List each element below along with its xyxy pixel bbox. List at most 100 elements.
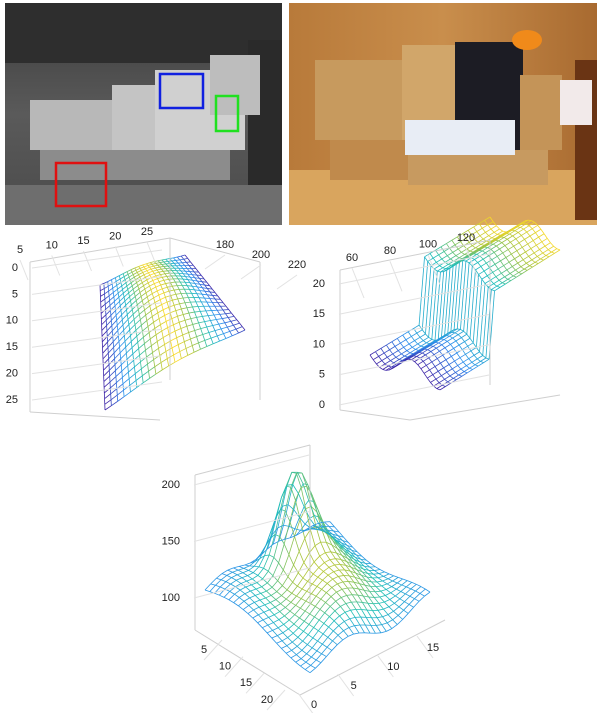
mesh-edge [351, 602, 356, 609]
mesh-edge [435, 272, 440, 340]
mesh-edge [272, 638, 277, 643]
mesh-edge [183, 335, 185, 342]
mesh-edge [233, 568, 238, 570]
mesh-edge [475, 259, 478, 262]
mesh-edge [179, 289, 181, 293]
mesh-edge [294, 624, 299, 628]
mesh-edge [381, 345, 386, 348]
mesh-edge [505, 246, 508, 250]
mesh-edge [393, 581, 398, 583]
mesh-edge [120, 347, 126, 353]
mesh-edge [175, 329, 181, 332]
mesh-edge [453, 338, 456, 341]
mesh-edge [285, 611, 291, 616]
mesh-edge [282, 577, 288, 586]
mesh-edge [131, 268, 135, 270]
mesh-edge [269, 555, 274, 557]
mesh-edge [105, 301, 109, 305]
mesh-edge [153, 353, 154, 360]
mesh-edge [291, 596, 297, 602]
mesh-edge [143, 333, 149, 338]
mesh-edge [223, 310, 226, 314]
mesh-edge [393, 620, 398, 625]
mesh-edge [404, 344, 409, 347]
mesh-edge [280, 607, 286, 611]
mesh-edge [243, 605, 249, 609]
mesh-edge [138, 337, 144, 342]
mesh-edge [323, 571, 328, 575]
mesh-edge [220, 299, 223, 302]
mesh-edge [286, 653, 291, 658]
mesh-edge [439, 343, 442, 345]
mesh-edge [164, 279, 169, 280]
mesh-edge [202, 316, 204, 321]
mesh-edge [163, 334, 169, 337]
mesh-edge [153, 279, 158, 281]
mesh-edge [378, 578, 383, 581]
mesh-edge [273, 630, 278, 635]
mesh-edge [467, 369, 472, 372]
mesh-edge [330, 560, 335, 565]
mesh-edge [129, 275, 133, 277]
mesh-edge [293, 484, 299, 493]
mesh-edge [494, 229, 499, 232]
mesh-edge [527, 267, 532, 270]
mesh-edge [524, 226, 529, 229]
mesh-edge [159, 271, 163, 272]
mesh-edge [145, 289, 146, 293]
mesh-edge [360, 625, 365, 633]
mesh-edge [316, 654, 321, 660]
mesh-edge [427, 375, 432, 378]
mesh-edge [149, 371, 150, 378]
mesh-edge [145, 350, 146, 357]
mesh-edge [421, 587, 426, 590]
mesh-edge [312, 641, 317, 648]
mesh-edge [448, 265, 453, 333]
mesh-edge [136, 268, 140, 270]
mesh-edge [386, 345, 389, 350]
mesh-edge [375, 591, 381, 592]
mesh-edge [120, 341, 125, 347]
mesh-edge [296, 589, 302, 596]
mesh-edge [284, 521, 290, 544]
mesh-edge [535, 233, 538, 238]
x-tick-label: 15 [77, 235, 89, 247]
mesh-edge [229, 310, 232, 313]
mesh-edge [244, 566, 250, 568]
mesh-edge [402, 585, 407, 587]
mesh-edge [124, 385, 130, 390]
mesh-edge [295, 536, 300, 551]
mesh-edge [403, 579, 408, 581]
mesh-edge [350, 617, 355, 618]
mesh-edge [529, 256, 532, 260]
mesh-edge [120, 353, 121, 359]
mesh-edge [118, 293, 119, 297]
mesh-edge [349, 626, 354, 628]
mesh-edge [258, 575, 263, 578]
mesh-edge [174, 305, 176, 310]
mesh-edge [133, 286, 138, 289]
mesh-edge [268, 571, 273, 575]
mesh-edge [134, 360, 135, 367]
mesh-edge [512, 266, 515, 270]
mesh-edge [110, 377, 116, 382]
mesh-edge [398, 610, 403, 615]
mesh-edge [303, 624, 309, 631]
mesh-edge [307, 645, 312, 648]
mesh-edge [262, 587, 267, 591]
mesh-edge [214, 315, 216, 320]
mesh-edge [474, 355, 477, 359]
y-tick-label: 10 [387, 661, 399, 673]
mesh-edge [376, 587, 381, 592]
mesh-edge [306, 657, 311, 662]
mesh-edge [333, 576, 339, 579]
mesh-edge [495, 287, 500, 290]
mesh-edge [412, 582, 417, 584]
mesh-edge [540, 250, 543, 254]
mesh-edge [190, 337, 196, 339]
mesh-edge [433, 258, 436, 262]
mesh-edge [154, 319, 160, 323]
mesh-edge [126, 347, 127, 353]
mesh-edge [141, 369, 142, 376]
mesh-edge [328, 575, 333, 579]
